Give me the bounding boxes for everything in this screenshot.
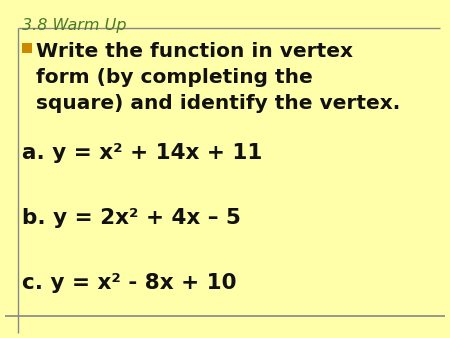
Text: square) and identify the vertex.: square) and identify the vertex.: [36, 94, 400, 113]
Text: b. y = 2x² + 4x – 5: b. y = 2x² + 4x – 5: [22, 208, 241, 228]
Text: 3.8 Warm Up: 3.8 Warm Up: [22, 18, 126, 33]
Text: form (by completing the: form (by completing the: [36, 68, 313, 87]
Text: a. y = x² + 14x + 11: a. y = x² + 14x + 11: [22, 143, 262, 163]
Text: c. y = x² - 8x + 10: c. y = x² - 8x + 10: [22, 273, 237, 293]
FancyBboxPatch shape: [22, 43, 32, 53]
Text: Write the function in vertex: Write the function in vertex: [36, 42, 353, 61]
